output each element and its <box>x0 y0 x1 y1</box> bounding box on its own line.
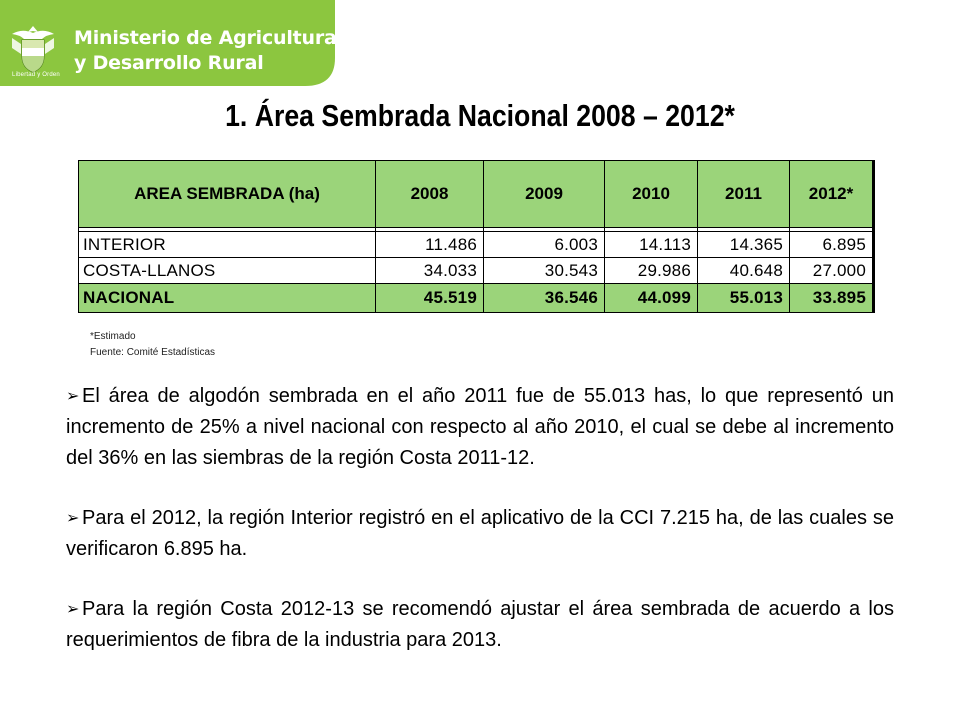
table-total-row: NACIONAL 45.519 36.546 44.099 55.013 33.… <box>78 283 873 313</box>
ministry-name-line2: y Desarrollo Rural <box>74 52 264 74</box>
table-cell: INTERIOR <box>78 231 376 258</box>
header-banner-shape <box>0 0 335 86</box>
ministry-name: Ministerio de Agricultura y Desarrollo R… <box>74 26 337 76</box>
table-cell: 36.546 <box>483 283 605 313</box>
table-cell: 44.099 <box>604 283 698 313</box>
table-cell: 29.986 <box>604 257 698 284</box>
bullet-item: ➢ Para el 2012, la región Interior regist… <box>66 503 894 565</box>
table-cell: 45.519 <box>375 283 484 313</box>
table-cell: 34.033 <box>375 257 484 284</box>
table-row: COSTA-LLANOS 34.033 30.543 29.986 40.648… <box>78 257 873 284</box>
table-cell: 40.648 <box>697 257 790 284</box>
data-table-wrapper: AREA SEMBRADA (ha) 2008 2009 2010 2011 2… <box>78 160 875 313</box>
table-cell: 27.000 <box>789 257 873 284</box>
colombia-crest-icon <box>12 26 54 73</box>
column-header: 2012* <box>789 160 873 228</box>
table-cell: 6.003 <box>483 231 605 258</box>
crest-motto: Libertad y Orden <box>12 72 60 78</box>
table-cell: COSTA-LLANOS <box>78 257 376 284</box>
ministry-name-line1: Ministerio de Agricultura <box>74 27 337 49</box>
column-header: 2009 <box>483 160 605 228</box>
column-header: 2008 <box>375 160 484 228</box>
slide-title: 1. Área Sembrada Nacional 2008 – 2012* <box>225 98 735 133</box>
bullet-list: ➢ El área de algodón sembrada en el año 2… <box>66 381 894 685</box>
area-sembrada-table: AREA SEMBRADA (ha) 2008 2009 2010 2011 2… <box>78 160 873 313</box>
table-notes: *Estimado Fuente: Comité Estadísticas <box>90 329 215 361</box>
arrow-bullet-icon: ➢ <box>66 510 80 527</box>
column-header: AREA SEMBRADA (ha) <box>78 160 376 228</box>
bullet-text: El área de algodón sembrada en el año 20… <box>66 385 894 469</box>
table-cell: 30.543 <box>483 257 605 284</box>
table-shadow <box>872 160 875 313</box>
estimated-note: *Estimado <box>90 331 136 342</box>
table-cell: 33.895 <box>789 283 873 313</box>
bullet-item: ➢ El área de algodón sembrada en el año 2… <box>66 381 894 474</box>
table-row: INTERIOR 11.486 6.003 14.113 14.365 6.89… <box>78 231 873 258</box>
arrow-bullet-icon: ➢ <box>66 388 80 405</box>
column-header: 2010 <box>604 160 698 228</box>
source-note: Fuente: Comité Estadísticas <box>90 347 216 358</box>
column-header: 2011 <box>697 160 790 228</box>
table-cell: 55.013 <box>697 283 790 313</box>
ministry-header: Libertad y Orden Ministerio de Agricultu… <box>0 0 337 86</box>
table-cell: 11.486 <box>375 231 484 258</box>
table-spacer-row <box>78 227 873 232</box>
arrow-bullet-icon: ➢ <box>66 601 80 618</box>
table-cell: NACIONAL <box>78 283 376 313</box>
table-cell: 6.895 <box>789 231 873 258</box>
table-cell: 14.365 <box>697 231 790 258</box>
table-cell: 14.113 <box>604 231 698 258</box>
bullet-text: Para el 2012, la región Interior registr… <box>66 507 894 560</box>
bullet-text: Para la región Costa 2012-13 se recomend… <box>66 598 894 651</box>
bullet-item: ➢ Para la región Costa 2012-13 se recomen… <box>66 594 894 656</box>
table-header-row: AREA SEMBRADA (ha) 2008 2009 2010 2011 2… <box>78 160 873 228</box>
